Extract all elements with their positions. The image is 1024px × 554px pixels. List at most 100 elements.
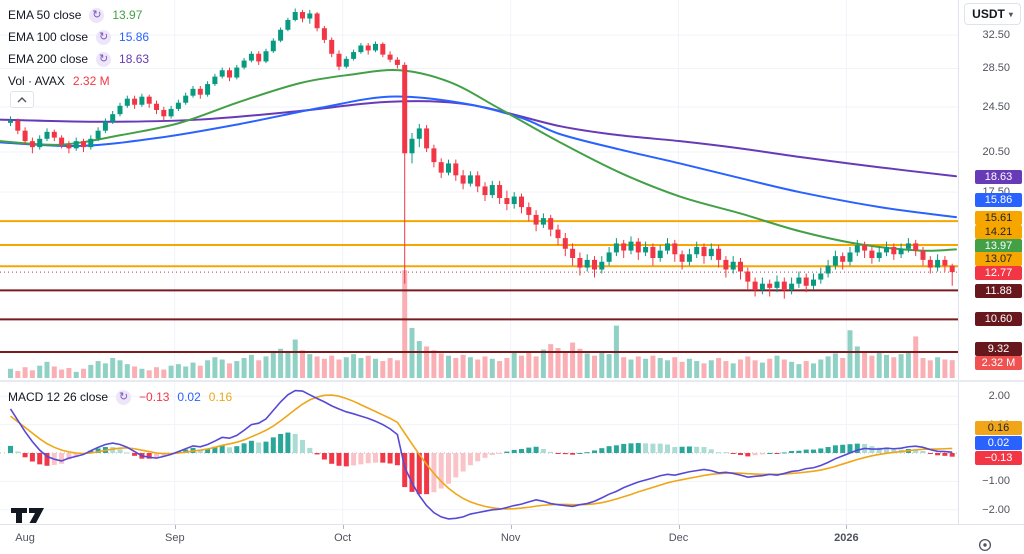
gridlines — [0, 0, 958, 524]
macd-histogram-bar — [752, 453, 758, 456]
macd-histogram-bar — [723, 452, 729, 454]
candle-body — [884, 246, 889, 253]
volume-bar — [686, 358, 692, 378]
candle-body — [803, 277, 809, 286]
macd-histogram-bar — [519, 449, 524, 453]
macd-histogram-bar — [643, 443, 649, 453]
candle-body — [840, 256, 846, 262]
volume-bar — [351, 354, 357, 378]
macd-histogram-bar — [920, 451, 926, 453]
candle-body — [869, 250, 875, 259]
macd-histogram-bar — [650, 443, 656, 453]
volume-bar — [373, 358, 378, 378]
volume-bar — [789, 361, 795, 378]
macd-histogram-bar — [497, 453, 503, 454]
candles — [8, 8, 955, 299]
volume-bar — [920, 357, 926, 378]
chart-canvas[interactable] — [0, 0, 958, 524]
candle-body — [862, 245, 868, 251]
macd-histogram-bar — [825, 447, 831, 453]
axis-price-badge: 11.88 — [975, 284, 1022, 298]
volume-bar — [672, 357, 678, 378]
candle-body — [212, 76, 218, 85]
macd-line-value: 0.02 — [177, 390, 201, 404]
volume-bar — [781, 359, 787, 378]
ema200-value: 18.63 — [119, 52, 150, 66]
macd-histogram-bar — [592, 450, 597, 453]
pane-separator[interactable] — [0, 380, 1024, 382]
macd-histogram-bar — [789, 451, 795, 453]
camera-snapshot-button[interactable] — [976, 536, 994, 554]
candle-body — [752, 281, 758, 291]
volume-bar — [467, 357, 473, 378]
ema200-line — [0, 100, 957, 178]
time-axis-label-aug: Aug — [15, 532, 35, 544]
macd-histogram-bar — [387, 453, 393, 464]
macd-histogram-bar — [351, 453, 357, 466]
macd-histogram-bar — [759, 453, 765, 455]
candle-body — [88, 138, 94, 148]
volume-bar — [197, 365, 203, 378]
macd-histogram-bar — [285, 432, 291, 453]
candle-body — [81, 141, 86, 148]
candle-body — [599, 261, 605, 270]
macd-histogram-bar — [818, 448, 824, 453]
legend-row-macd[interactable]: MACD 12 26 close ↻ −0.13 0.02 0.16 — [8, 386, 232, 408]
candle-body — [672, 243, 678, 255]
macd-histogram-bar — [686, 446, 692, 453]
ema-lines — [0, 69, 957, 252]
volume-bar — [621, 357, 627, 378]
volume-bar — [292, 339, 298, 378]
candle-body — [854, 245, 860, 253]
candle-body — [665, 243, 670, 251]
macd-histogram-bar — [876, 447, 882, 453]
price-axis[interactable]: 32.5028.5024.5020.5017.502.001.00−1.00−2… — [958, 0, 1024, 524]
volume-bars — [8, 270, 955, 378]
tradingview-logo[interactable] — [10, 504, 46, 531]
candle-body — [409, 138, 415, 154]
volume-bar — [650, 355, 656, 378]
candle-body — [745, 271, 751, 282]
macd-histogram-bar — [154, 453, 159, 459]
time-axis-tick — [342, 525, 344, 529]
volume-bar — [139, 368, 145, 378]
volume-bar — [307, 354, 313, 378]
legend-row-volume[interactable]: Vol · AVAX 2.32 M — [8, 70, 149, 92]
volume-bar — [555, 347, 561, 378]
quote-currency-selector[interactable]: USDT ▾ — [964, 3, 1021, 25]
legend-row-ema100[interactable]: EMA 100 close ↻ 15.86 — [8, 26, 149, 48]
time-axis[interactable]: Aug Sep Oct Nov Dec 2026 — [0, 524, 1024, 554]
volume-bar — [657, 357, 663, 378]
volume-bar — [256, 360, 262, 378]
macd-histogram-bar — [577, 453, 583, 454]
candle-body — [314, 13, 320, 29]
axis-price-badge: 0.16 — [975, 421, 1022, 435]
volume-bar — [913, 336, 919, 378]
macd-histogram-bar — [124, 452, 130, 454]
candle-body — [270, 40, 276, 52]
volume-bar — [570, 342, 576, 378]
volume-bar — [635, 356, 641, 378]
volume-bar — [270, 352, 276, 378]
collapse-legend-button[interactable] — [10, 91, 34, 108]
volume-bar — [402, 270, 408, 378]
macd-histogram-bar — [774, 453, 780, 454]
volume-bar — [504, 357, 510, 378]
macd-histogram-bar — [373, 453, 378, 463]
candle-body — [154, 103, 159, 110]
volume-bar — [73, 371, 79, 378]
legend-row-ema50[interactable]: EMA 50 close ↻ 13.97 — [8, 4, 149, 26]
candle-body — [920, 250, 926, 260]
macd-histogram-bar — [475, 453, 481, 462]
macd-histogram-bar — [37, 453, 43, 465]
candle-body — [723, 259, 729, 270]
volume-bar — [263, 356, 269, 378]
macd-histogram-bar — [66, 453, 72, 460]
candle-body — [533, 214, 539, 225]
legend-row-ema200[interactable]: EMA 200 close ↻ 18.63 — [8, 48, 149, 70]
candle-body — [424, 128, 430, 149]
candle-body — [102, 121, 108, 131]
macd-histogram-bar — [811, 449, 816, 453]
candle-body — [511, 196, 517, 205]
volume-bar — [227, 363, 232, 378]
